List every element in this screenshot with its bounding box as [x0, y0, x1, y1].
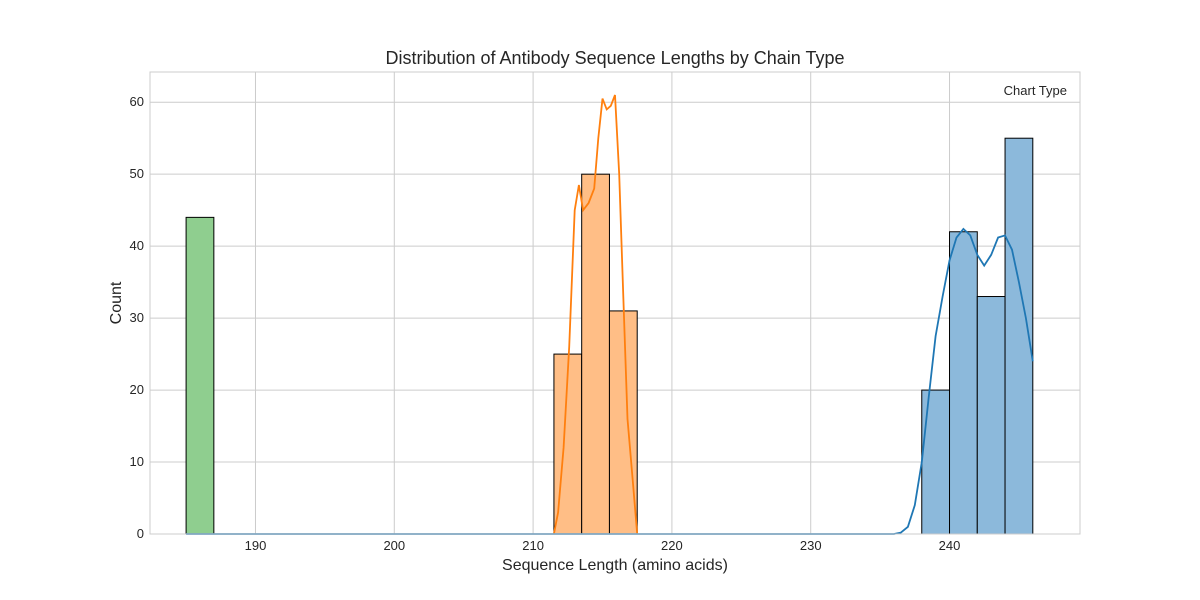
histogram-bar — [581, 173, 610, 535]
histogram-bar — [185, 216, 215, 535]
histogram-bars — [185, 137, 1034, 535]
y-tick-label: 0 — [137, 526, 144, 541]
histogram-bar — [976, 296, 1006, 535]
kde-curve — [186, 227, 1034, 535]
histogram-bar — [608, 310, 638, 535]
kde-curves — [186, 94, 1034, 535]
chart-title: Distribution of Antibody Sequence Length… — [386, 48, 845, 68]
x-tick-label: 190 — [245, 538, 267, 553]
y-tick-label: 20 — [130, 382, 144, 397]
histogram-bar — [949, 231, 978, 535]
histogram-bar — [921, 389, 951, 535]
x-tick-labels: 190 200 210 220 230 240 — [245, 538, 961, 553]
y-tick-label: 60 — [130, 94, 144, 109]
plot-frame — [149, 71, 1081, 535]
y-tick-label: 30 — [130, 310, 144, 325]
y-tick-label: 40 — [130, 238, 144, 253]
x-tick-label: 200 — [383, 538, 405, 553]
y-axis-label: Count — [108, 281, 125, 324]
legend-title: Chart Type — [1004, 83, 1067, 98]
y-tick-label: 50 — [130, 166, 144, 181]
x-tick-label: 220 — [661, 538, 683, 553]
y-tick-labels: 0 10 20 30 40 50 60 — [130, 94, 144, 541]
x-tick-label: 210 — [522, 538, 544, 553]
x-tick-label: 240 — [939, 538, 961, 553]
x-tick-label: 230 — [800, 538, 822, 553]
x-axis-label: Sequence Length (amino acids) — [502, 557, 728, 574]
kde-curve — [553, 94, 639, 535]
y-tick-label: 10 — [130, 454, 144, 469]
